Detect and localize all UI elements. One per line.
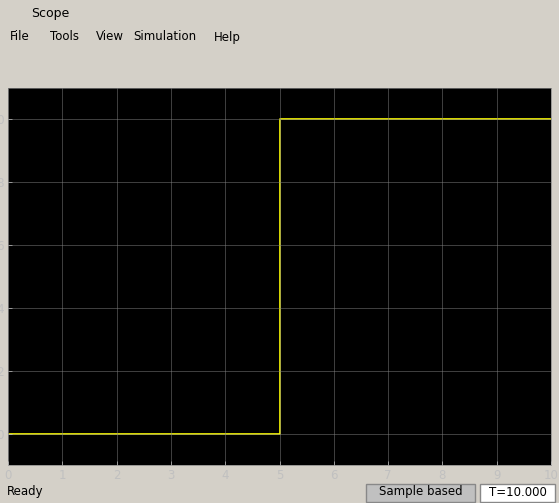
Text: File: File: [10, 31, 30, 43]
Text: Simulation: Simulation: [133, 31, 196, 43]
Text: Scope: Scope: [31, 7, 69, 20]
Text: T=10.000: T=10.000: [489, 485, 547, 498]
Text: Help: Help: [214, 31, 241, 43]
Text: Ready: Ready: [7, 485, 44, 498]
Text: Sample based: Sample based: [379, 485, 463, 498]
Text: Tools: Tools: [50, 31, 79, 43]
Text: View: View: [96, 31, 124, 43]
Bar: [366, 484, 475, 502]
Bar: [480, 484, 555, 502]
